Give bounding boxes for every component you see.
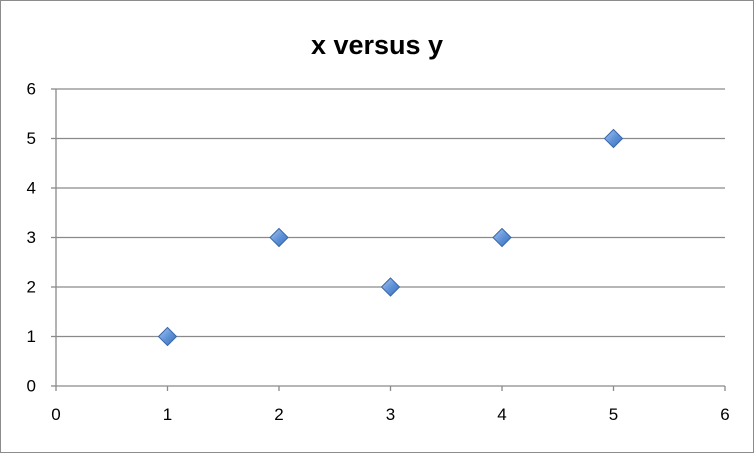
gridlines xyxy=(56,88,725,338)
y-tick-label-1: 1 xyxy=(27,327,36,346)
tick-labels: 0 1 2 3 4 5 6 0 1 2 3 4 5 6 xyxy=(27,80,730,425)
x-tick-label-5: 5 xyxy=(609,405,618,424)
y-tick-label-0: 0 xyxy=(27,377,36,396)
data-point-2 xyxy=(269,227,289,248)
data-point-1 xyxy=(157,326,178,347)
data-point-3 xyxy=(380,277,401,297)
data-point-5 xyxy=(603,128,624,149)
x-tick-label-2: 2 xyxy=(274,405,283,424)
y-tick-label-3: 3 xyxy=(27,228,36,247)
x-tick-label-6: 6 xyxy=(720,405,729,424)
chart-title: x versus y xyxy=(310,30,444,60)
data-point-4 xyxy=(492,227,512,248)
y-tick-label-5: 5 xyxy=(27,129,36,148)
y-tick-label-6: 6 xyxy=(27,80,36,99)
y-tick-label-4: 4 xyxy=(27,179,36,198)
x-tick-label-4: 4 xyxy=(497,405,506,424)
x-tick-label-1: 1 xyxy=(163,405,172,424)
data-points xyxy=(157,128,624,347)
x-tick-label-0: 0 xyxy=(51,405,60,424)
axes xyxy=(51,88,726,391)
y-tick-label-2: 2 xyxy=(27,278,36,297)
x-tick-label-3: 3 xyxy=(386,405,395,424)
